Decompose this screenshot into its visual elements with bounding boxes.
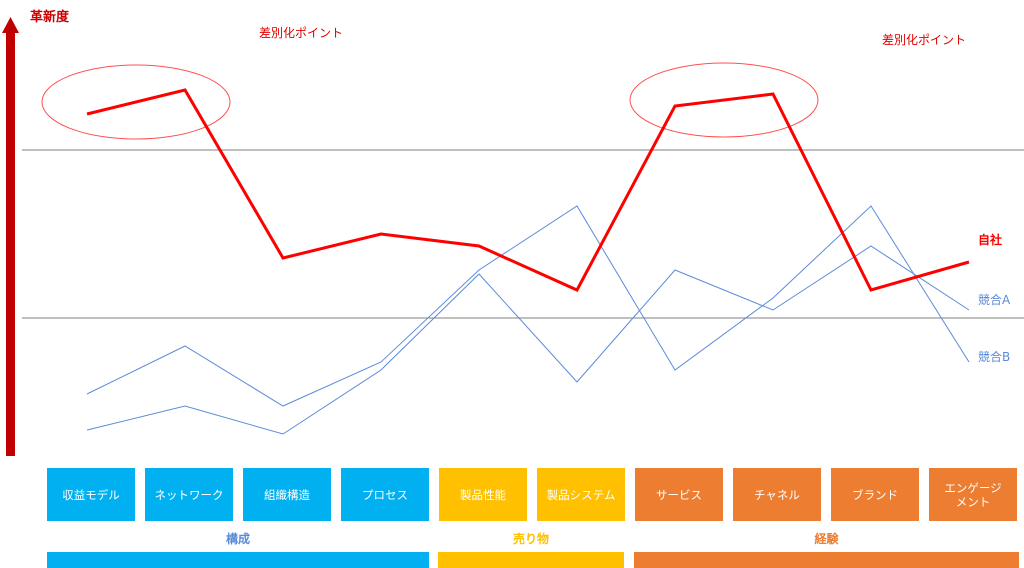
- series-line-competitor-a: [86, 245, 970, 435]
- y-axis-bar: [6, 30, 15, 456]
- annotation-ellipse-1: [41, 64, 231, 140]
- y-axis-title: 革新度: [30, 10, 70, 25]
- series-line-self: [86, 88, 970, 292]
- category-box-row: 収益モデル ネットワーク 組織構造 プロセス 製品性能 製品システム サービス チャネル ブラン…: [47, 468, 1019, 521]
- category-box-6: 製品システム: [537, 468, 625, 521]
- group-label-product: 売り物: [512, 532, 549, 546]
- category-box-9: ブランド: [831, 468, 919, 521]
- category-box-1: 収益モデル: [47, 468, 135, 521]
- category-box-2: ネットワーク: [145, 468, 233, 521]
- category-box-5: 製品性能: [439, 468, 527, 521]
- series-label-competitor-a: 競合A: [978, 293, 1011, 307]
- annotation-diff-point-1: 差別化ポイント: [259, 26, 344, 40]
- category-box-7: サービス: [635, 468, 723, 521]
- series-line-competitor-b: [86, 205, 970, 407]
- category-box-4: プロセス: [341, 468, 429, 521]
- group-label-construction: 構成: [225, 532, 250, 546]
- group-bar-experience: [634, 552, 1019, 568]
- annotation-diff-point-2: 差別化ポイント: [882, 33, 967, 47]
- y-axis-arrowhead: [2, 17, 19, 33]
- group-bar-product: [438, 552, 624, 568]
- category-box-8: チャネル: [733, 468, 821, 521]
- category-box-10: エンゲージ メント: [929, 468, 1017, 521]
- series-label-self: 自社: [978, 233, 1003, 247]
- series-label-competitor-b: 競合B: [978, 350, 1011, 364]
- group-bar-construction: [47, 552, 429, 568]
- group-label-experience: 経験: [814, 532, 839, 546]
- category-box-3: 組織構造: [243, 468, 331, 521]
- annotation-ellipse-2: [629, 62, 819, 138]
